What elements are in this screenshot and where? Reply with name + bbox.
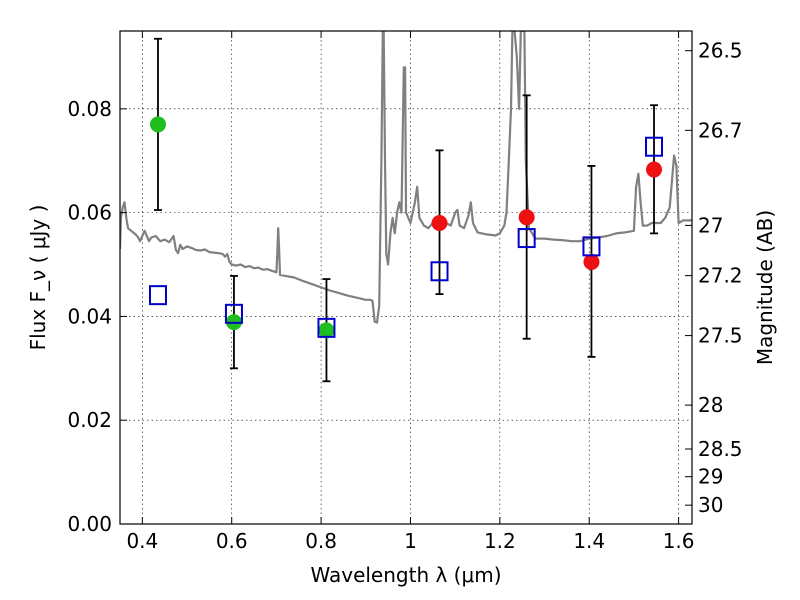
green-data-point: [318, 322, 335, 339]
y2-axis-title: Magnitude (AB): [753, 210, 777, 365]
x-tick-label: 0.8: [305, 529, 337, 553]
y-tick-label: 0.02: [67, 408, 112, 432]
y-tick-label: 0.08: [67, 97, 112, 121]
red-data-point: [518, 209, 535, 226]
y-tick-label: 0.00: [67, 512, 112, 536]
grid: [120, 31, 692, 525]
y2-tick-label: 27: [698, 213, 723, 237]
y-tick-label: 0.06: [67, 201, 112, 225]
x-tick-label: 0.6: [216, 529, 248, 553]
plot-frame: [119, 30, 693, 525]
x-tick-label: 0.4: [126, 529, 158, 553]
x-tick-label: 1: [404, 529, 417, 553]
model-flux-square: [430, 261, 449, 282]
y2-tick-label: 26.7: [698, 118, 743, 142]
y2-tick-label: 30: [698, 493, 723, 517]
model-boxes: [148, 136, 664, 338]
sed-model-line: [120, 31, 692, 324]
model-flux-square: [317, 317, 336, 338]
green-data-point: [149, 116, 166, 133]
x-tick-label: 1.4: [573, 529, 605, 553]
x-tick-label: 1.2: [484, 529, 516, 553]
y2-ticks: 26.5 26.7 27 27.2 27.5 28 28.5 29 30: [685, 39, 743, 517]
y2-tick-label: 29: [698, 465, 723, 489]
red-data-point: [431, 215, 448, 232]
x-ticks: 0.4 0.6 0.8 1 1.2 1.4 1.6: [126, 31, 695, 553]
y-ticks: 0.00 0.02 0.04 0.06 0.08: [67, 97, 127, 536]
y2-tick-label: 28: [698, 393, 723, 417]
red-data-point: [646, 161, 663, 178]
model-flux-square: [645, 136, 664, 157]
model-flux-square: [582, 236, 601, 257]
model-flux-square: [517, 228, 536, 249]
model-flux-square: [224, 303, 243, 324]
x-tick-label: 1.6: [663, 529, 695, 553]
y2-tick-label: 27.5: [698, 324, 743, 348]
y-axis-title: Flux F_ν ( μJy ): [26, 205, 50, 351]
x-axis-title: Wavelength λ (μm): [310, 563, 501, 587]
model-flux-square: [148, 285, 167, 306]
sed-line-path: [120, 31, 692, 324]
y2-tick-label: 28.5: [698, 437, 743, 461]
y2-tick-label: 27.2: [698, 264, 743, 288]
y-tick-label: 0.04: [67, 304, 112, 328]
y2-tick-label: 26.5: [698, 39, 743, 63]
red-data-point: [583, 253, 600, 270]
